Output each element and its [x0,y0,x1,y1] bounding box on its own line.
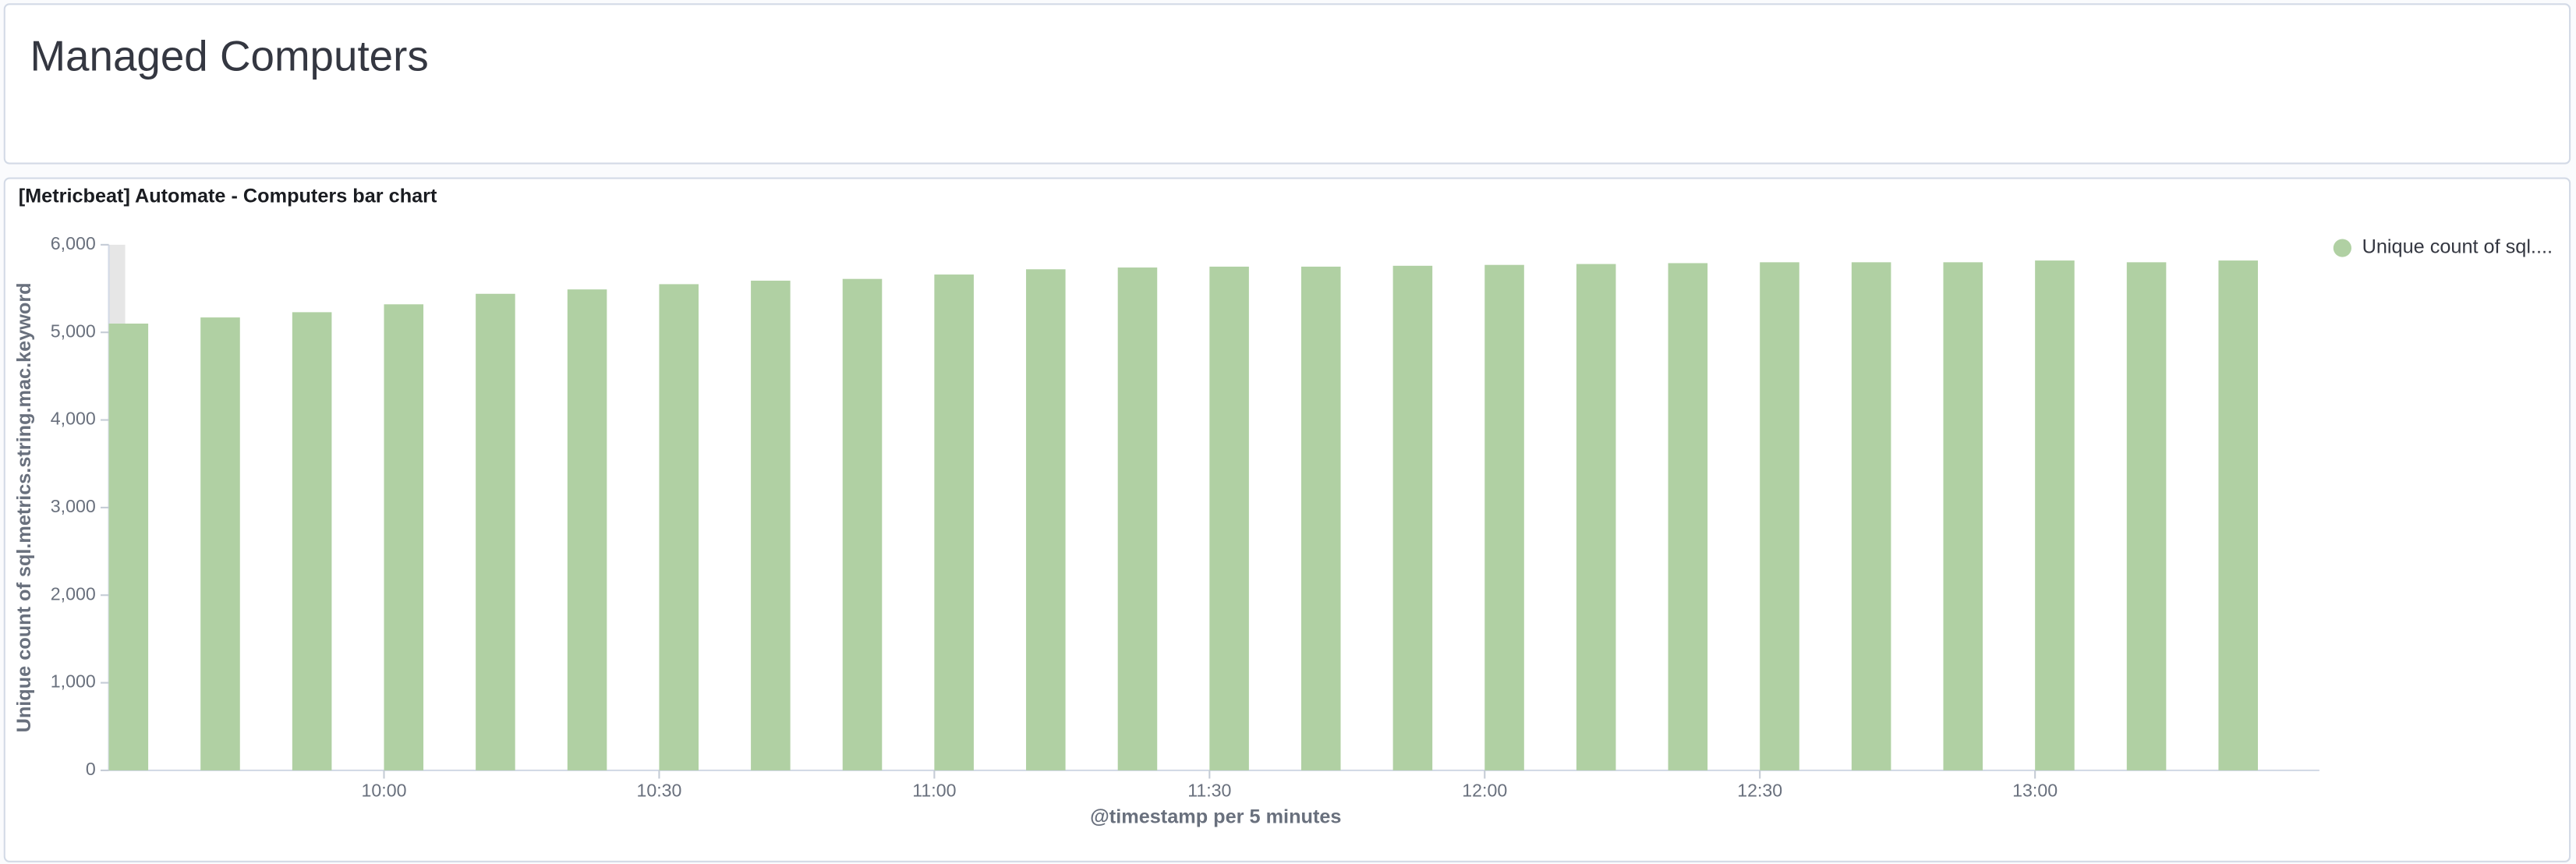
bar [292,312,332,770]
x-axis-label: @timestamp per 5 minutes [1090,806,1341,828]
bar [1576,264,1616,770]
bar [2035,260,2075,770]
bar [659,284,699,770]
header-panel [3,3,2571,165]
y-tick-label: 3,000 [51,496,96,516]
bar [1668,263,1708,770]
legend-swatch [2333,239,2351,257]
y-axis-label: Unique count of sql.metrics.string.mac.k… [13,282,35,732]
y-tick-label: 0 [86,759,96,779]
bar [108,323,149,770]
bar [842,278,883,770]
chart-panel [3,177,2571,862]
x-tick-label: 10:00 [362,780,407,800]
x-tick-label: 12:30 [1737,780,1782,800]
y-tick-label: 1,000 [51,671,96,692]
y-tick-label: 4,000 [51,409,96,429]
x-tick-label: 10:30 [636,780,681,800]
bar [476,293,515,770]
y-tick-label: 2,000 [51,583,96,604]
bar [1851,262,1891,770]
bar [2126,262,2167,770]
y-tick-label: 5,000 [51,320,96,341]
x-tick-label: 11:00 [912,780,956,800]
bar [1943,262,1983,770]
bar [1392,265,1433,770]
bar [1209,266,1249,770]
bar [751,280,791,770]
y-tick-label: 6,000 [51,233,96,253]
chart-title: [Metricbeat] Automate - Computers bar ch… [19,185,437,207]
bar [1117,267,1158,770]
x-tick-label: 12:00 [1462,780,1507,800]
bar [384,304,424,770]
bar [2218,260,2259,770]
bar [1484,264,1524,770]
legend-label: Unique count of sql.... [2362,236,2553,258]
dashboard-title: Managed Computers [30,31,428,80]
bar [567,289,607,770]
bar [934,274,974,770]
bar [1300,266,1341,770]
bar [1760,262,1799,770]
bar [200,317,240,770]
x-tick-label: 13:00 [2012,780,2058,800]
bar [1026,269,1066,770]
x-tick-label: 11:30 [1187,780,1231,800]
